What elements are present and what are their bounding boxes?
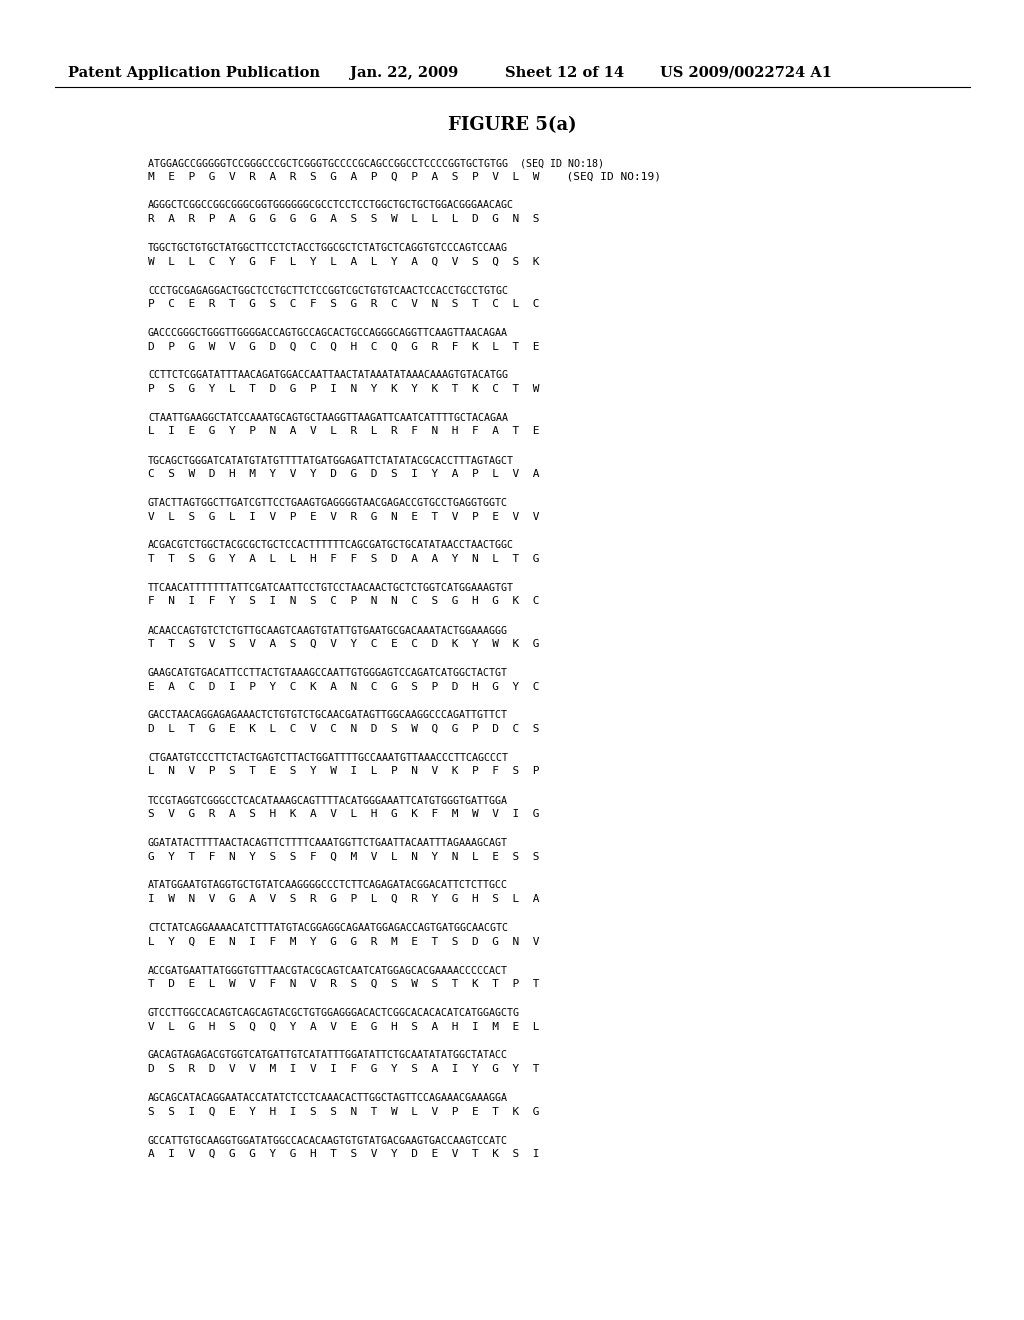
Text: V  L  S  G  L  I  V  P  E  V  R  G  N  E  T  V  P  E  V  V: V L S G L I V P E V R G N E T V P E V V: [148, 511, 540, 521]
Text: GTACTTAGTGGCTTGATCGTTCCTGAAGTGAGGGGTAACGAGACCGTGCCTGAGGTGGTC: GTACTTAGTGGCTTGATCGTTCCTGAAGTGAGGGGTAACG…: [148, 498, 508, 508]
Text: F  N  I  F  Y  S  I  N  S  C  P  N  N  C  S  G  H  G  K  C: F N I F Y S I N S C P N N C S G H G K C: [148, 597, 540, 606]
Text: I  W  N  V  G  A  V  S  R  G  P  L  Q  R  Y  G  H  S  L  A: I W N V G A V S R G P L Q R Y G H S L A: [148, 894, 540, 904]
Text: G  Y  T  F  N  Y  S  S  F  Q  M  V  L  N  Y  N  L  E  S  S: G Y T F N Y S S F Q M V L N Y N L E S S: [148, 851, 540, 862]
Text: P  C  E  R  T  G  S  C  F  S  G  R  C  V  N  S  T  C  L  C: P C E R T G S C F S G R C V N S T C L C: [148, 300, 540, 309]
Text: D  S  R  D  V  V  M  I  V  I  F  G  Y  S  A  I  Y  G  Y  T: D S R D V V M I V I F G Y S A I Y G Y T: [148, 1064, 540, 1074]
Text: GCCATTGTGCAAGGTGGATATGGCCACACAAGTGTGTATGACGAAGTGACCAAGTCCATC: GCCATTGTGCAAGGTGGATATGGCCACACAAGTGTGTATG…: [148, 1135, 508, 1146]
Text: Jan. 22, 2009: Jan. 22, 2009: [350, 66, 459, 81]
Text: TGGCTGCTGTGCTATGGCTTCCTCTACCTGGCGCTCTATGCTCAGGTGTCCCAGTCCAAG: TGGCTGCTGTGCTATGGCTTCCTCTACCTGGCGCTCTATG…: [148, 243, 508, 253]
Text: CCTTCTCGGATATTTAACAGATGGACCAATTAACTATAAATATAAACAAAGTGTACATGG: CCTTCTCGGATATTTAACAGATGGACCAATTAACTATAAA…: [148, 371, 508, 380]
Text: P  S  G  Y  L  T  D  G  P  I  N  Y  K  Y  K  T  K  C  T  W: P S G Y L T D G P I N Y K Y K T K C T W: [148, 384, 540, 393]
Text: ACGACGTCTGGCTACGCGCTGCTCCACTTTTTTCAGCGATGCTGCATATAACCTAACTGGC: ACGACGTCTGGCTACGCGCTGCTCCACTTTTTTCAGCGAT…: [148, 540, 514, 550]
Text: AGCAGCATACAGGAATACCATATCTCCTCAAACACTTGGCTAGTTCCAGAAACGAAAGGA: AGCAGCATACAGGAATACCATATCTCCTCAAACACTTGGC…: [148, 1093, 508, 1104]
Text: R  A  R  P  A  G  G  G  G  A  S  S  W  L  L  L  D  G  N  S: R A R P A G G G G A S S W L L L D G N S: [148, 214, 540, 224]
Text: CCCTGCGAGAGGACTGGCTCCTGCTTCTCCGGTCGCTGTGTCAACTCCACCTGCCTGTGC: CCCTGCGAGAGGACTGGCTCCTGCTTCTCCGGTCGCTGTG…: [148, 285, 508, 296]
Text: GACAGTAGAGACGTGGTCATGATTGTCATATTTGGATATTCTGCAATATATGGCTATACC: GACAGTAGAGACGTGGTCATGATTGTCATATTTGGATATT…: [148, 1051, 508, 1060]
Text: TCCGTAGGTCGGGCCTCACATAAAGCAGTTTTACATGGGAAATTCATGTGGGTGATTGGA: TCCGTAGGTCGGGCCTCACATAAAGCAGTTTTACATGGGA…: [148, 796, 508, 805]
Text: Sheet 12 of 14: Sheet 12 of 14: [505, 66, 624, 81]
Text: A  I  V  Q  G  G  Y  G  H  T  S  V  Y  D  E  V  T  K  S  I: A I V Q G G Y G H T S V Y D E V T K S I: [148, 1148, 540, 1159]
Text: E  A  C  D  I  P  Y  C  K  A  N  C  G  S  P  D  H  G  Y  C: E A C D I P Y C K A N C G S P D H G Y C: [148, 681, 540, 692]
Text: ATGGAGCCGGGGGTCCGGGCCCGCTCGGGTGCCCCGCAGCCGGCCTCCCCGGTGCTGTGG  (SEQ ID NO:18): ATGGAGCCGGGGGTCCGGGCCCGCTCGGGTGCCCCGCAGC…: [148, 158, 604, 168]
Text: ACAACCAGTGTCTCTGTTGCAAGTCAAGTGTATTGTGAATGCGACAAATACTGGAAAGGG: ACAACCAGTGTCTCTGTTGCAAGTCAAGTGTATTGTGAAT…: [148, 626, 508, 635]
Text: GAAGCATGTGACATTCCTTACTGTAAAGCCAATTGTGGGAGTCCAGATCATGGCTACTGT: GAAGCATGTGACATTCCTTACTGTAAAGCCAATTGTGGGA…: [148, 668, 508, 678]
Text: CTCTATCAGGAAAACATCTTTATGTACGGAGGCAGAATGGAGACCAGTGATGGCAACGTC: CTCTATCAGGAAAACATCTTTATGTACGGAGGCAGAATGG…: [148, 923, 508, 933]
Text: GACCTAACAGGAGAGAAACTCTGTGTCTGCAACGATAGTTGGCAAGGCCCAGATTGTTCT: GACCTAACAGGAGAGAAACTCTGTGTCTGCAACGATAGTT…: [148, 710, 508, 721]
Text: T  T  S  G  Y  A  L  L  H  F  F  S  D  A  A  Y  N  L  T  G: T T S G Y A L L H F F S D A A Y N L T G: [148, 554, 540, 564]
Text: TTCAACATTTTTTTATTCGATCAATTCCTGTCCTAACAACTGCTCTGGTCATGGAAAGTGT: TTCAACATTTTTTTATTCGATCAATTCCTGTCCTAACAAC…: [148, 583, 514, 593]
Text: CTAATTGAAGGCTATCCAAATGCAGTGCTAAGGTTAAGATTCAATCATTTTGCTACAGAA: CTAATTGAAGGCTATCCAAATGCAGTGCTAAGGTTAAGAT…: [148, 413, 508, 422]
Text: C  S  W  D  H  M  Y  V  Y  D  G  D  S  I  Y  A  P  L  V  A: C S W D H M Y V Y D G D S I Y A P L V A: [148, 469, 540, 479]
Text: GACCCGGGCTGGGTTGGGGACCAGTGCCAGCACTGCCAGGGCAGGTTCAAGTTAACAGAA: GACCCGGGCTGGGTTGGGGACCAGTGCCAGCACTGCCAGG…: [148, 327, 508, 338]
Text: D  L  T  G  E  K  L  C  V  C  N  D  S  W  Q  G  P  D  C  S: D L T G E K L C V C N D S W Q G P D C S: [148, 723, 540, 734]
Text: ACCGATGAATTATGGGTGTTTAACGTACGCAGTCAATCATGGAGCACGAAAACCCCCACT: ACCGATGAATTATGGGTGTTTAACGTACGCAGTCAATCAT…: [148, 965, 508, 975]
Text: GGATATACTTTTAACTACAGTTCTTTTCAAATGGTTCTGAATTACAATTTAGAAAGCAGT: GGATATACTTTTAACTACAGTTCTTTTCAAATGGTTCTGA…: [148, 838, 508, 847]
Text: Patent Application Publication: Patent Application Publication: [68, 66, 319, 81]
Text: V  L  G  H  S  Q  Q  Y  A  V  E  G  H  S  A  H  I  M  E  L: V L G H S Q Q Y A V E G H S A H I M E L: [148, 1022, 540, 1031]
Text: FIGURE 5(a): FIGURE 5(a): [447, 116, 577, 135]
Text: L  I  E  G  Y  P  N  A  V  L  R  L  R  F  N  H  F  A  T  E: L I E G Y P N A V L R L R F N H F A T E: [148, 426, 540, 437]
Text: CTGAATGTCCCTTCTACTGAGTCTTACTGGATTTTGCCAAATGTTAAACCCTTCAGCCCT: CTGAATGTCCCTTCTACTGAGTCTTACTGGATTTTGCCAA…: [148, 752, 508, 763]
Text: US 2009/0022724 A1: US 2009/0022724 A1: [660, 66, 831, 81]
Text: TGCAGCTGGGATCATATGTATGTTTTATGATGGAGATTCTATATACGCACCTTTAGTAGCT: TGCAGCTGGGATCATATGTATGTTTTATGATGGAGATTCT…: [148, 455, 514, 466]
Text: L  Y  Q  E  N  I  F  M  Y  G  G  R  M  E  T  S  D  G  N  V: L Y Q E N I F M Y G G R M E T S D G N V: [148, 936, 540, 946]
Text: S  S  I  Q  E  Y  H  I  S  S  N  T  W  L  V  P  E  T  K  G: S S I Q E Y H I S S N T W L V P E T K G: [148, 1106, 540, 1117]
Text: D  P  G  W  V  G  D  Q  C  Q  H  C  Q  G  R  F  K  L  T  E: D P G W V G D Q C Q H C Q G R F K L T E: [148, 342, 540, 351]
Text: W  L  L  C  Y  G  F  L  Y  L  A  L  Y  A  Q  V  S  Q  S  K: W L L C Y G F L Y L A L Y A Q V S Q S K: [148, 256, 540, 267]
Text: T  T  S  V  S  V  A  S  Q  V  Y  C  E  C  D  K  Y  W  K  G: T T S V S V A S Q V Y C E C D K Y W K G: [148, 639, 540, 649]
Text: T  D  E  L  W  V  F  N  V  R  S  Q  S  W  S  T  K  T  P  T: T D E L W V F N V R S Q S W S T K T P T: [148, 979, 540, 989]
Text: GTCCTTGGCCACAGTCAGCAGTACGCTGTGGAGGGACACTCGGCACACACATCATGGAGCTG: GTCCTTGGCCACAGTCAGCAGTACGCTGTGGAGGGACACT…: [148, 1008, 520, 1018]
Text: ATATGGAATGTAGGTGCTGTATCAAGGGGCCCTCTTCAGAGATACGGACATTCTCTTGCC: ATATGGAATGTAGGTGCTGTATCAAGGGGCCCTCTTCAGA…: [148, 880, 508, 891]
Text: AGGGCTCGGCCGGCGGGCGGTGGGGGGCGCCTCCTCCTGGCTGCTGCTGGACGGGAACAGC: AGGGCTCGGCCGGCGGGCGGTGGGGGGCGCCTCCTCCTGG…: [148, 201, 514, 210]
Text: S  V  G  R  A  S  H  K  A  V  L  H  G  K  F  M  W  V  I  G: S V G R A S H K A V L H G K F M W V I G: [148, 809, 540, 818]
Text: M  E  P  G  V  R  A  R  S  G  A  P  Q  P  A  S  P  V  L  W    (SEQ ID NO:19): M E P G V R A R S G A P Q P A S P V L W …: [148, 172, 662, 181]
Text: L  N  V  P  S  T  E  S  Y  W  I  L  P  N  V  K  P  F  S  P: L N V P S T E S Y W I L P N V K P F S P: [148, 767, 540, 776]
